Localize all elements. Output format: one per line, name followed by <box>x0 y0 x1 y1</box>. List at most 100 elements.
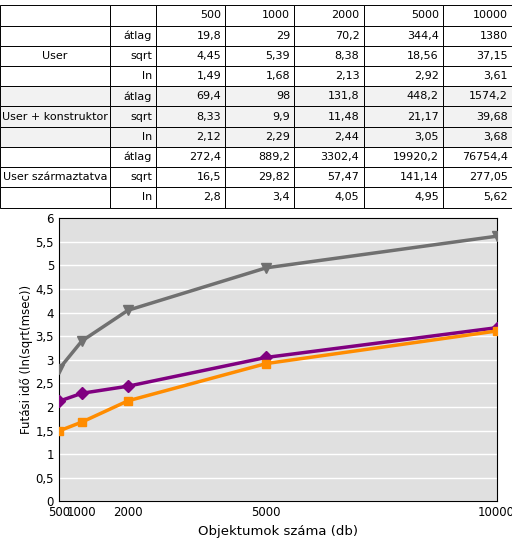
Bar <box>156 5 225 25</box>
Bar <box>156 127 225 147</box>
Bar <box>364 86 443 107</box>
Bar <box>443 5 512 25</box>
Text: 70,2: 70,2 <box>335 31 359 41</box>
Text: 8,38: 8,38 <box>335 51 359 61</box>
Text: sqrt: sqrt <box>130 51 152 61</box>
Text: 3,68: 3,68 <box>483 132 508 142</box>
Bar <box>156 25 225 46</box>
Text: 16,5: 16,5 <box>197 172 221 182</box>
Text: 29,82: 29,82 <box>258 172 290 182</box>
Bar <box>110 188 156 208</box>
Bar <box>294 86 364 107</box>
Bar <box>156 86 225 107</box>
Text: 9,9: 9,9 <box>272 112 290 122</box>
Text: sqrt: sqrt <box>130 172 152 182</box>
Text: 76754,4: 76754,4 <box>462 152 508 162</box>
Text: 272,4: 272,4 <box>189 152 221 162</box>
Text: 344,4: 344,4 <box>407 31 439 41</box>
Text: sqrt: sqrt <box>130 112 152 122</box>
Bar <box>294 66 364 86</box>
Text: ln: ln <box>142 71 152 81</box>
Bar <box>0 107 110 127</box>
Bar <box>225 25 294 46</box>
Bar <box>364 107 443 127</box>
Text: 2,12: 2,12 <box>197 132 221 142</box>
Bar <box>0 147 110 167</box>
Text: 1,68: 1,68 <box>266 71 290 81</box>
Text: átlag: átlag <box>124 152 152 162</box>
Bar <box>0 188 110 208</box>
Bar <box>110 167 156 188</box>
Bar <box>443 25 512 46</box>
Bar <box>443 66 512 86</box>
Bar <box>0 25 110 46</box>
Bar <box>110 107 156 127</box>
Text: 5000: 5000 <box>411 10 439 20</box>
Bar <box>294 147 364 167</box>
Bar <box>156 147 225 167</box>
Bar <box>110 86 156 107</box>
Text: User: User <box>42 51 68 61</box>
Text: 2,8: 2,8 <box>203 192 221 203</box>
Text: 5,39: 5,39 <box>266 51 290 61</box>
Text: ln: ln <box>142 192 152 203</box>
Bar <box>0 46 110 66</box>
Bar <box>225 127 294 147</box>
Text: 2,92: 2,92 <box>414 71 439 81</box>
Bar <box>364 188 443 208</box>
Bar <box>156 46 225 66</box>
Text: 1574,2: 1574,2 <box>469 91 508 101</box>
Bar <box>364 66 443 86</box>
Bar <box>156 188 225 208</box>
Bar <box>443 107 512 127</box>
Text: 18,56: 18,56 <box>407 51 439 61</box>
Bar <box>225 188 294 208</box>
Bar <box>225 5 294 25</box>
Bar <box>294 107 364 127</box>
Text: 37,15: 37,15 <box>476 51 508 61</box>
Text: 4,05: 4,05 <box>335 192 359 203</box>
Text: 448,2: 448,2 <box>407 91 439 101</box>
Bar <box>294 188 364 208</box>
Bar <box>110 66 156 86</box>
Bar <box>443 188 512 208</box>
Bar <box>364 5 443 25</box>
Text: 2,44: 2,44 <box>334 132 359 142</box>
Text: 277,05: 277,05 <box>469 172 508 182</box>
Text: 1,49: 1,49 <box>197 71 221 81</box>
Text: 3,4: 3,4 <box>273 192 290 203</box>
Bar <box>364 147 443 167</box>
Bar <box>110 127 156 147</box>
Bar <box>110 25 156 46</box>
Bar <box>0 167 110 188</box>
Bar <box>443 147 512 167</box>
Text: 98: 98 <box>276 91 290 101</box>
Text: ln: ln <box>142 132 152 142</box>
Bar <box>156 66 225 86</box>
Y-axis label: Futási idő (ln(sqrt(msec)): Futási idő (ln(sqrt(msec)) <box>19 285 33 434</box>
Text: 4,45: 4,45 <box>197 51 221 61</box>
Text: 889,2: 889,2 <box>258 152 290 162</box>
Bar <box>364 127 443 147</box>
Bar <box>0 86 110 107</box>
Bar <box>0 127 110 147</box>
Bar <box>225 46 294 66</box>
Text: 8,33: 8,33 <box>197 112 221 122</box>
Text: 19,8: 19,8 <box>197 31 221 41</box>
Bar <box>364 167 443 188</box>
Text: 57,47: 57,47 <box>328 172 359 182</box>
Bar <box>110 46 156 66</box>
Bar <box>294 127 364 147</box>
Text: User + konstruktor: User + konstruktor <box>2 112 108 122</box>
Text: 3,05: 3,05 <box>414 132 439 142</box>
Text: 39,68: 39,68 <box>476 112 508 122</box>
Text: 3,61: 3,61 <box>483 71 508 81</box>
Bar <box>156 107 225 127</box>
Bar <box>110 147 156 167</box>
Bar <box>0 5 110 25</box>
Bar <box>0 66 110 86</box>
Text: 3302,4: 3302,4 <box>321 152 359 162</box>
Text: User származtatva: User származtatva <box>3 172 108 182</box>
Bar <box>156 167 225 188</box>
Text: 141,14: 141,14 <box>400 172 439 182</box>
